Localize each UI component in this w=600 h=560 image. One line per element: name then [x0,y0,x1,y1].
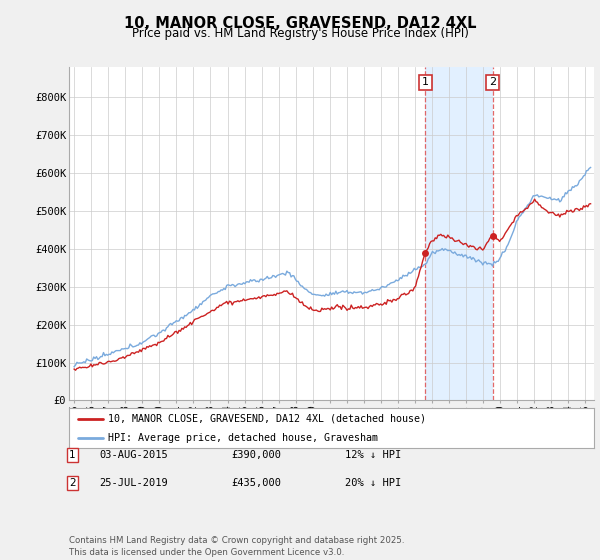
Text: 10, MANOR CLOSE, GRAVESEND, DA12 4XL (detached house): 10, MANOR CLOSE, GRAVESEND, DA12 4XL (de… [109,414,427,424]
Bar [425,67,493,400]
Text: £435,000: £435,000 [231,478,281,488]
Text: HPI: Average price, detached house, Gravesham: HPI: Average price, detached house, Grav… [109,433,379,443]
Text: 1: 1 [422,77,429,87]
Text: Price paid vs. HM Land Registry's House Price Index (HPI): Price paid vs. HM Land Registry's House … [131,27,469,40]
Text: £390,000: £390,000 [231,450,281,460]
Text: Contains HM Land Registry data © Crown copyright and database right 2025.
This d: Contains HM Land Registry data © Crown c… [69,536,404,557]
Text: 2: 2 [489,77,496,87]
Text: 20% ↓ HPI: 20% ↓ HPI [345,478,401,488]
Text: 25-JUL-2019: 25-JUL-2019 [99,478,168,488]
Text: 12% ↓ HPI: 12% ↓ HPI [345,450,401,460]
Text: 10, MANOR CLOSE, GRAVESEND, DA12 4XL: 10, MANOR CLOSE, GRAVESEND, DA12 4XL [124,16,476,31]
Text: 2: 2 [69,478,76,488]
Text: 03-AUG-2015: 03-AUG-2015 [99,450,168,460]
Text: 1: 1 [69,450,76,460]
